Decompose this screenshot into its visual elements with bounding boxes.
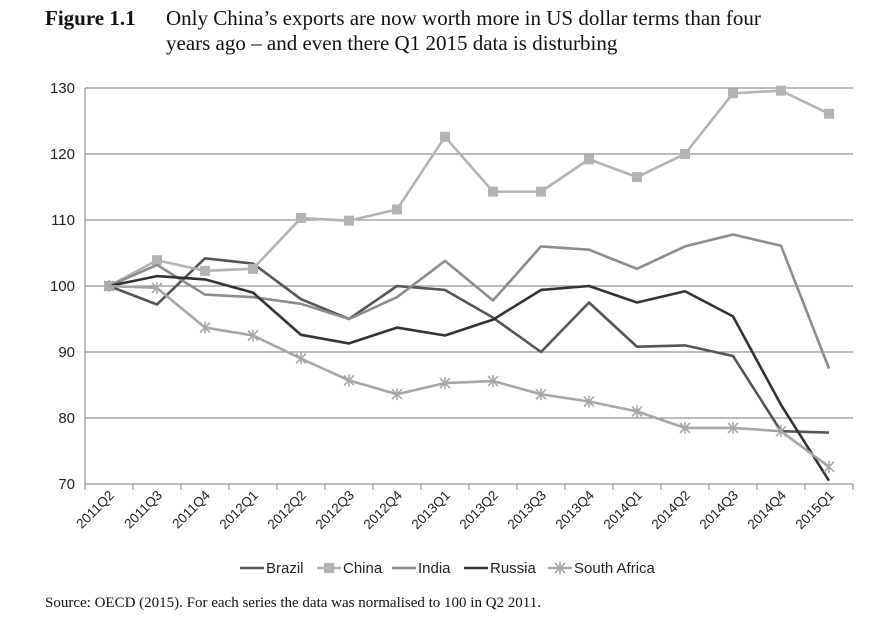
- data-point-marker: [324, 563, 334, 573]
- data-point-marker: [554, 562, 566, 574]
- x-tick-label: 2012Q4: [361, 487, 406, 532]
- legend: Brazil China India Russia South Africa: [240, 560, 656, 577]
- data-point-marker: [152, 255, 162, 266]
- data-point-marker: [583, 395, 595, 408]
- data-point-marker: [248, 263, 258, 274]
- y-tick-label: 120: [50, 146, 75, 163]
- legend-item-russia: Russia: [464, 560, 537, 577]
- x-axis-ticks: 2011Q2 2011Q3 2011Q4 2012Q1 2012Q2 2012Q3 2012…: [73, 487, 837, 532]
- data-point-marker: [296, 213, 306, 224]
- series-line-brazil: [108, 256, 830, 434]
- data-point-marker: [679, 421, 691, 434]
- series-line-india: [108, 233, 831, 369]
- data-point-marker: [488, 186, 498, 197]
- data-point-marker: [343, 374, 355, 387]
- figure-number: Figure 1.1: [45, 6, 136, 30]
- series-south-africa: [103, 280, 835, 473]
- x-tick-label: 2013Q4: [553, 487, 598, 532]
- data-point-marker: [584, 154, 594, 165]
- x-tick-label: 2014Q4: [745, 487, 790, 532]
- x-tick-label: 2012Q3: [313, 488, 358, 533]
- data-point-marker: [247, 329, 259, 342]
- series-line-russia: [108, 274, 831, 482]
- data-point-marker: [535, 388, 547, 401]
- x-tick-label: 2014Q1: [601, 488, 646, 533]
- y-tick-label: 130: [50, 80, 75, 97]
- y-axis-ticks: 70 80 90 100 110 120 130: [50, 80, 75, 493]
- series-group: [103, 85, 835, 482]
- x-tick-label: 2011Q2: [73, 488, 117, 532]
- y-tick-label: 90: [58, 344, 75, 361]
- series-line-south-africa: [108, 284, 830, 468]
- legend-item-south-africa: South Africa: [548, 560, 656, 577]
- y-tick-label: 100: [50, 278, 75, 295]
- legend-item-china: China: [317, 560, 383, 577]
- data-point-marker: [487, 375, 499, 388]
- x-tick-label: 2013Q1: [409, 488, 454, 533]
- x-tick-label: 2015Q1: [793, 488, 838, 533]
- series-brazil: [108, 256, 830, 434]
- data-point-marker: [728, 88, 738, 99]
- data-point-marker: [631, 405, 643, 418]
- data-point-marker: [151, 281, 163, 294]
- x-tick-label: 2011Q4: [169, 487, 213, 531]
- data-point-marker: [823, 460, 835, 473]
- data-point-marker: [391, 388, 403, 401]
- data-point-marker: [199, 321, 211, 334]
- legend-label: South Africa: [574, 560, 656, 577]
- y-tick-label: 110: [51, 212, 75, 229]
- x-tick-label: 2011Q3: [121, 488, 165, 532]
- series-line-china: [108, 89, 830, 288]
- legend-item-brazil: Brazil: [240, 560, 304, 577]
- data-point-marker: [824, 108, 834, 119]
- x-tick-label: 2013Q2: [457, 488, 502, 533]
- gridlines: [84, 87, 854, 490]
- data-point-marker: [536, 186, 546, 197]
- x-tick-label: 2012Q2: [265, 488, 310, 533]
- x-tick-label: 2014Q3: [697, 488, 742, 533]
- data-point-marker: [632, 172, 642, 183]
- data-point-marker: [440, 131, 450, 142]
- legend-label: Brazil: [266, 560, 304, 577]
- x-tick-label: 2014Q2: [649, 488, 694, 533]
- data-point-marker: [295, 352, 307, 365]
- figure-title-line-2: years ago – and even there Q1 2015 data …: [166, 31, 618, 55]
- legend-label: China: [343, 560, 383, 577]
- y-tick-label: 80: [58, 410, 75, 427]
- legend-label: India: [418, 560, 451, 577]
- x-tick-label: 2012Q1: [217, 488, 262, 533]
- source-note: Source: OECD (2015). For each series the…: [45, 595, 542, 611]
- series-india: [108, 233, 831, 369]
- data-point-marker: [344, 215, 354, 226]
- figure-title-line-1: Only China’s exports are now worth more …: [166, 6, 761, 30]
- x-tick-label: 2013Q3: [505, 488, 550, 533]
- data-point-marker: [680, 149, 690, 159]
- data-point-marker: [439, 377, 451, 390]
- data-point-marker: [775, 425, 787, 438]
- data-point-marker: [392, 204, 402, 215]
- data-point-marker: [103, 280, 115, 292]
- data-point-marker: [727, 421, 739, 434]
- figure-title: Only China’s exports are now worth more …: [166, 6, 866, 56]
- data-point-marker: [776, 85, 786, 96]
- data-point-marker: [200, 265, 210, 276]
- legend-item-india: India: [392, 560, 451, 577]
- y-tick-label: 70: [58, 476, 75, 493]
- legend-label: Russia: [490, 560, 537, 577]
- series-russia: [108, 274, 831, 482]
- series-china: [104, 85, 834, 291]
